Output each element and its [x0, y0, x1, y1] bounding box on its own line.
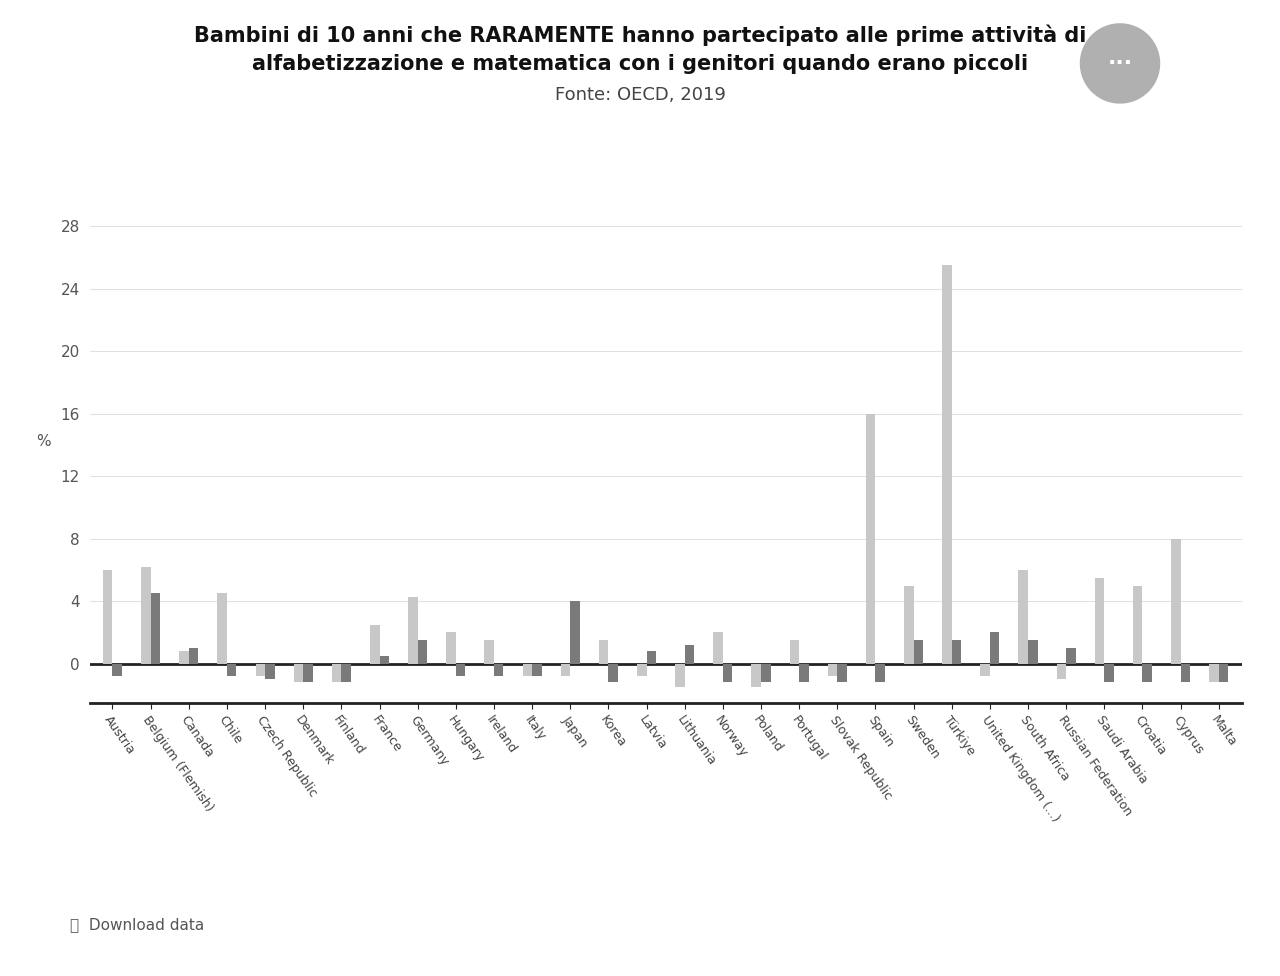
Text: ···: ··· [1107, 54, 1133, 73]
Bar [713, 632, 723, 664]
Bar [790, 640, 799, 664]
Bar [865, 414, 876, 664]
Bar [762, 664, 771, 682]
Text: Fonte: OECD, 2019: Fonte: OECD, 2019 [554, 86, 726, 103]
Bar [570, 601, 580, 664]
Bar [447, 632, 456, 664]
Bar [332, 664, 342, 682]
Bar [494, 664, 503, 676]
Bar [1066, 648, 1075, 664]
Text: Bambini di 10 anni che RARAMENTE hanno partecipato alle prime attività di: Bambini di 10 anni che RARAMENTE hanno p… [193, 24, 1087, 46]
Bar [799, 664, 809, 682]
Bar [218, 593, 227, 664]
Bar [379, 656, 389, 664]
Bar [675, 664, 685, 687]
Y-axis label: %: % [37, 434, 51, 449]
Bar [370, 625, 379, 664]
Bar [113, 664, 122, 676]
Bar [637, 664, 646, 676]
Bar [179, 651, 188, 664]
Text: alfabetizzazione e matematica con i genitori quando erano piccoli: alfabetizzazione e matematica con i geni… [252, 54, 1028, 73]
Bar [952, 640, 961, 664]
Bar [1171, 539, 1180, 664]
Bar [522, 664, 532, 676]
Bar [1143, 664, 1152, 682]
Bar [646, 651, 657, 664]
Bar [1028, 640, 1038, 664]
Bar [1180, 664, 1190, 682]
Bar [303, 664, 312, 682]
Bar [293, 664, 303, 682]
Bar [227, 664, 237, 676]
Bar [408, 596, 417, 664]
Bar [342, 664, 351, 682]
Bar [1019, 570, 1028, 664]
Bar [188, 648, 198, 664]
Bar [561, 664, 570, 676]
Bar [151, 593, 160, 664]
Bar [1056, 664, 1066, 679]
Bar [989, 632, 1000, 664]
Bar [1133, 586, 1143, 664]
Bar [1210, 664, 1219, 682]
Bar [980, 664, 989, 676]
Bar [141, 567, 151, 664]
Bar [1094, 578, 1105, 664]
Bar [608, 664, 618, 682]
Bar [837, 664, 847, 682]
Bar [417, 640, 428, 664]
Bar [484, 640, 494, 664]
Bar [751, 664, 762, 687]
Bar [914, 640, 923, 664]
Bar [256, 664, 265, 676]
Bar [685, 645, 694, 664]
Bar [828, 664, 837, 676]
Bar [942, 265, 952, 664]
Bar [265, 664, 275, 679]
Bar [723, 664, 732, 682]
Bar [1219, 664, 1229, 682]
Bar [1105, 664, 1114, 682]
Bar [904, 586, 914, 664]
Bar [876, 664, 884, 682]
Bar [102, 570, 113, 664]
Circle shape [1080, 23, 1160, 103]
Bar [532, 664, 541, 676]
Text: ⤓  Download data: ⤓ Download data [70, 917, 205, 932]
Bar [456, 664, 466, 676]
Bar [599, 640, 608, 664]
